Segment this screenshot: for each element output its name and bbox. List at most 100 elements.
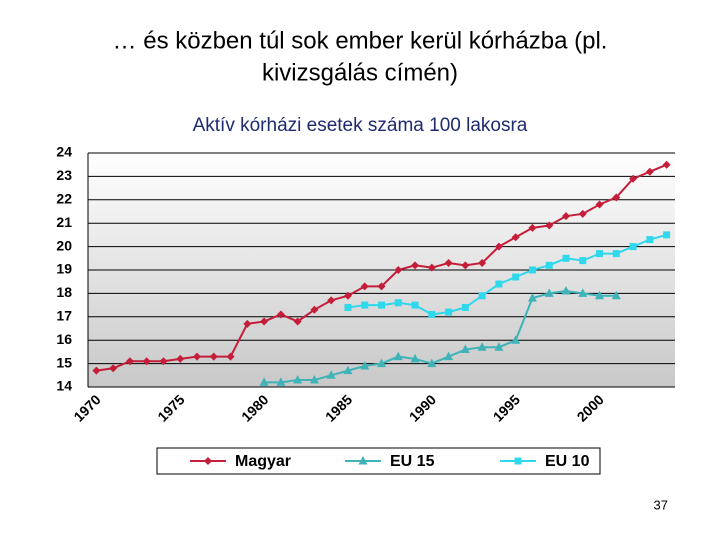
data-point — [394, 299, 402, 307]
legend-marker — [514, 457, 522, 465]
x-tick-label: 1970 — [70, 391, 103, 424]
data-point — [394, 266, 403, 274]
data-point — [528, 266, 536, 274]
data-point — [477, 342, 487, 351]
data-point — [142, 357, 151, 366]
data-point — [578, 209, 587, 218]
data-point — [428, 310, 436, 318]
data-point — [125, 357, 134, 366]
data-point — [444, 258, 453, 267]
y-tick-label: 20 — [56, 237, 72, 253]
y-tick-label: 23 — [56, 167, 72, 183]
data-point — [360, 360, 370, 370]
data-point — [562, 254, 570, 262]
data-point — [545, 261, 553, 269]
data-point — [176, 354, 185, 363]
data-point — [561, 212, 570, 221]
legend-label: EU 15 — [390, 453, 435, 470]
data-point — [109, 364, 118, 373]
y-tick-label: 17 — [56, 308, 72, 324]
data-point — [511, 233, 520, 242]
data-point — [427, 263, 436, 272]
data-point — [360, 282, 369, 291]
y-tick-label: 21 — [56, 214, 72, 230]
data-point — [646, 236, 654, 244]
data-point — [226, 352, 235, 361]
x-tick-label: 1985 — [322, 391, 355, 424]
x-tick-label: 1995 — [490, 391, 523, 424]
data-point — [344, 303, 352, 311]
data-point — [663, 231, 671, 239]
data-point — [579, 257, 587, 265]
data-point — [595, 200, 604, 209]
x-tick-label: 1975 — [154, 391, 187, 424]
data-point — [243, 319, 252, 328]
data-point — [377, 358, 386, 368]
data-point — [411, 301, 419, 309]
data-point — [343, 365, 353, 375]
data-point — [544, 288, 554, 297]
data-point — [460, 344, 470, 354]
data-point — [393, 351, 403, 361]
data-point — [276, 310, 285, 319]
data-point — [259, 377, 269, 386]
data-point — [445, 308, 453, 316]
page-number: 37 — [654, 497, 668, 512]
slide-title: … és közben túl sok ember kerül kórházba… — [113, 27, 608, 54]
data-point — [629, 174, 638, 183]
data-point — [611, 290, 621, 300]
y-tick-label: 16 — [56, 331, 72, 347]
legend-marker — [358, 456, 368, 465]
data-point — [276, 377, 286, 386]
data-point — [293, 317, 302, 326]
data-point — [444, 351, 454, 361]
data-point — [595, 290, 605, 300]
data-point — [578, 288, 588, 297]
data-point — [478, 258, 487, 267]
data-point — [260, 317, 269, 326]
data-point — [410, 353, 420, 363]
data-point — [193, 352, 202, 361]
data-point — [612, 250, 620, 258]
data-point — [327, 296, 336, 305]
data-point — [343, 291, 352, 300]
data-point — [645, 167, 654, 176]
data-point — [309, 374, 319, 384]
y-tick-label: 18 — [56, 284, 72, 300]
data-point — [209, 352, 218, 361]
data-point — [561, 286, 571, 295]
data-point — [326, 370, 336, 379]
data-point — [461, 303, 469, 311]
data-point — [92, 366, 101, 375]
x-tick-label: 1990 — [406, 391, 439, 424]
data-point — [528, 223, 537, 232]
data-point — [495, 280, 503, 288]
legend-label: Magyar — [235, 453, 291, 470]
y-tick-label: 22 — [56, 191, 72, 207]
y-tick-label: 14 — [56, 378, 72, 394]
slide-title: kivizsgálás címén) — [262, 59, 458, 86]
x-tick-label: 2000 — [574, 391, 607, 424]
y-tick-label: 19 — [56, 261, 72, 277]
data-point — [596, 250, 604, 258]
y-tick-label: 24 — [56, 144, 72, 160]
data-point — [310, 305, 319, 314]
data-point — [612, 193, 621, 202]
data-point — [494, 342, 504, 351]
data-point — [662, 160, 671, 169]
y-tick-label: 15 — [56, 354, 72, 370]
series-line — [264, 290, 617, 384]
chart-title: Aktív kórházi esetek száma 100 lakosra — [193, 115, 528, 136]
data-point — [478, 292, 486, 300]
data-point — [411, 261, 420, 270]
legend-marker — [204, 457, 212, 465]
data-point — [512, 273, 520, 281]
data-point — [427, 358, 437, 368]
data-point — [527, 293, 537, 302]
data-point — [461, 261, 470, 270]
data-point — [361, 301, 369, 309]
data-point — [511, 335, 521, 344]
data-point — [494, 242, 503, 251]
data-point — [378, 301, 385, 309]
